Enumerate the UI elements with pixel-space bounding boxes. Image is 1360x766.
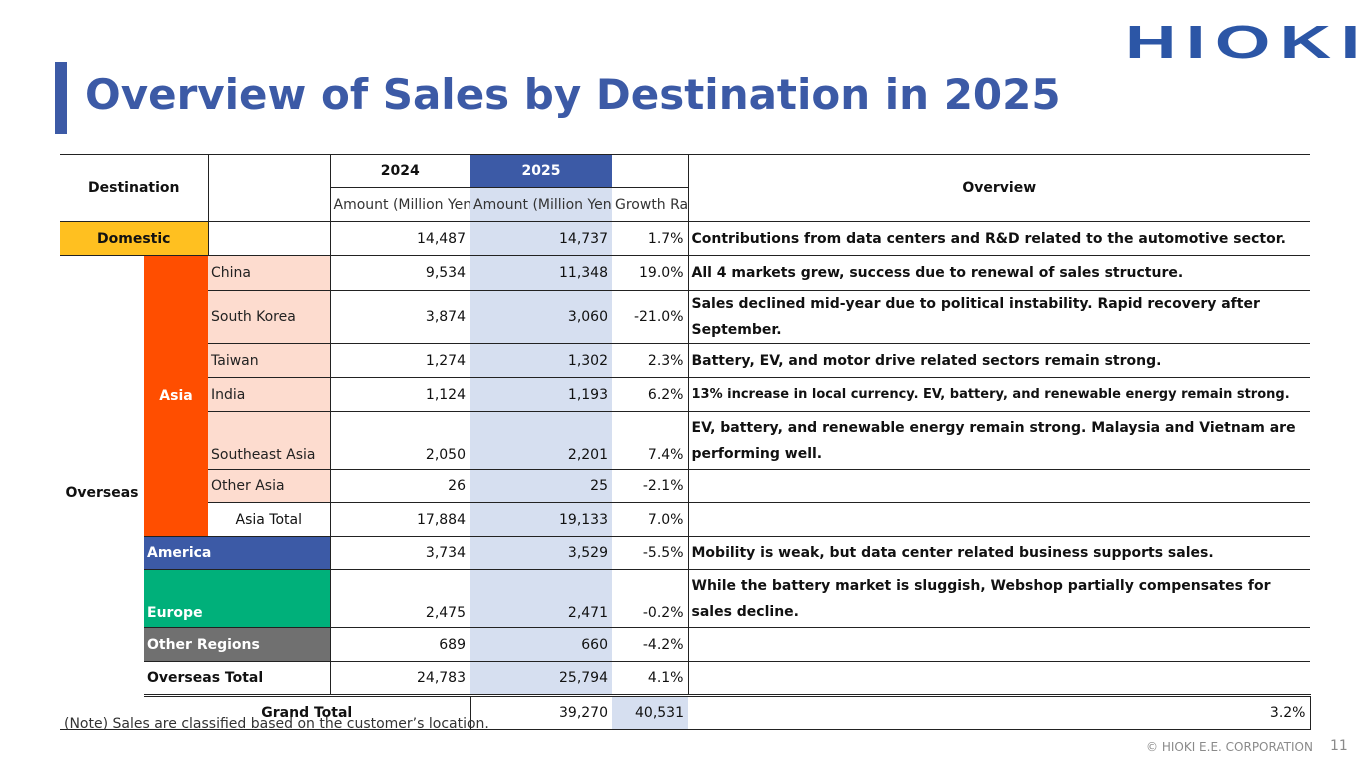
- header-year-2025: 2025: [470, 154, 612, 188]
- india-2024: 1,124: [329, 377, 470, 412]
- southeast-asia-overview: EV, battery, and renewable energy remain…: [687, 411, 1310, 470]
- grand-total-label: Grand Total: [144, 694, 470, 730]
- table-row-overseas-total: Overseas Total 24,783 25,794 4.1%: [60, 661, 1310, 696]
- header-destination: Destination: [60, 154, 208, 222]
- other-asia-2024: 26: [329, 469, 470, 503]
- table-row-grand-total: Grand Total 39,270 40,531 3.2%: [60, 694, 1310, 730]
- south-korea-2024: 3,874: [329, 290, 470, 344]
- asia-label: Asia: [144, 255, 208, 537]
- sales-table: Destination 2024 2025 Overview Amount (M…: [60, 154, 1310, 730]
- hioki-logo: HIOKI: [1125, 16, 1360, 68]
- page-number: 11: [1330, 738, 1348, 754]
- europe-overview: While the battery market is sluggish, We…: [687, 569, 1310, 628]
- europe-2025: 2,471: [470, 569, 612, 628]
- asia-total-overview: [687, 502, 1310, 537]
- taiwan-2025: 1,302: [470, 343, 612, 378]
- table-row-asia-total: Asia Total 17,884 19,133 7.0%: [60, 502, 1310, 537]
- europe-label: Europe: [144, 569, 330, 628]
- table-row-other-regions: Other Regions 689 660 -4.2%: [60, 627, 1310, 662]
- overseas-total-2025: 25,794: [470, 661, 612, 696]
- asia-total-growth: 7.0%: [612, 502, 688, 537]
- header-growth-rate: Growth Rate: [612, 187, 688, 222]
- taiwan-2024: 1,274: [329, 343, 470, 378]
- other-asia-growth: -2.1%: [612, 469, 688, 503]
- footnote: (Note) Sales are classified based on the…: [64, 716, 489, 732]
- southeast-asia-label: Southeast Asia: [208, 411, 330, 470]
- table-row-europe: Europe 2,475 2,471 -0.2% While the batte…: [60, 569, 1310, 628]
- other-regions-label: Other Regions: [144, 627, 330, 662]
- europe-growth: -0.2%: [612, 569, 688, 628]
- title-accent-bar: [55, 62, 67, 134]
- other-regions-overview: [687, 627, 1310, 662]
- america-2025: 3,529: [470, 536, 612, 570]
- other-regions-2025: 660: [470, 627, 612, 662]
- overseas-total-growth: 4.1%: [612, 661, 688, 696]
- table-row-china: Overseas Asia China 9,534 11,348 19.0% A…: [60, 255, 1310, 730]
- header-year-2024: 2024: [329, 154, 470, 188]
- other-asia-label: Other Asia: [208, 469, 330, 503]
- india-growth: 6.2%: [612, 377, 688, 412]
- copyright: © HIOKI E.E. CORPORATION: [1146, 740, 1313, 754]
- india-label: India: [208, 377, 330, 412]
- overseas-total-overview: [687, 661, 1310, 696]
- other-regions-2024: 689: [329, 627, 470, 662]
- china-growth: 19.0%: [612, 255, 688, 291]
- domestic-growth: 1.7%: [612, 221, 688, 256]
- south-korea-growth: -21.0%: [612, 290, 688, 344]
- overseas-total-2024: 24,783: [329, 661, 470, 696]
- table-row-southeast-asia: Southeast Asia 2,050 2,201 7.4% EV, batt…: [60, 411, 1310, 470]
- overseas-label: Overseas: [60, 255, 144, 730]
- china-2025: 11,348: [470, 255, 612, 291]
- taiwan-growth: 2.3%: [612, 343, 688, 378]
- asia-total-2025: 19,133: [470, 502, 612, 537]
- other-regions-growth: -4.2%: [612, 627, 688, 662]
- grand-total-growth: 3.2%: [688, 694, 1310, 730]
- america-overview: Mobility is weak, but data center relate…: [687, 536, 1310, 570]
- south-korea-overview: Sales declined mid-year due to political…: [687, 290, 1310, 344]
- grand-total-2025: 40,531: [612, 694, 688, 730]
- southeast-asia-growth: 7.4%: [612, 411, 688, 470]
- india-2025: 1,193: [470, 377, 612, 412]
- southeast-asia-2024: 2,050: [329, 411, 470, 470]
- china-label: China: [208, 255, 330, 291]
- domestic-2024: 14,487: [329, 221, 470, 256]
- overseas-total-label: Overseas Total: [144, 661, 330, 696]
- china-overview: All 4 markets grew, success due to renew…: [687, 255, 1310, 291]
- europe-2024: 2,475: [329, 569, 470, 628]
- domestic-2025: 14,737: [470, 221, 612, 256]
- header-amount-2025: Amount (Million Yen): [470, 187, 612, 222]
- header-amount-2024: Amount (Million Yen): [329, 187, 470, 222]
- america-2024: 3,734: [329, 536, 470, 570]
- table-row-taiwan: Taiwan 1,274 1,302 2.3% Battery, EV, and…: [60, 343, 1310, 378]
- domestic-overview: Contributions from data centers and R&D …: [687, 221, 1310, 256]
- southeast-asia-2025: 2,201: [470, 411, 612, 470]
- taiwan-label: Taiwan: [208, 343, 330, 378]
- america-label: America: [144, 536, 330, 570]
- domestic-label: Domestic: [60, 221, 208, 256]
- header-overview: Overview: [687, 154, 1310, 222]
- china-2024: 9,534: [329, 255, 470, 291]
- asia-total-label: Asia Total: [208, 502, 330, 537]
- table-row-other-asia: Other Asia 26 25 -2.1%: [60, 469, 1310, 503]
- america-growth: -5.5%: [612, 536, 688, 570]
- page-title: Overview of Sales by Destination in 2025: [85, 70, 1061, 119]
- taiwan-overview: Battery, EV, and motor drive related sec…: [687, 343, 1310, 378]
- table-row-domestic: Domestic 14,487 14,737 1.7% Contribution…: [60, 221, 1310, 256]
- south-korea-label: South Korea: [208, 290, 330, 344]
- table-row-america: America 3,734 3,529 -5.5% Mobility is we…: [60, 536, 1310, 570]
- grand-total-2024: 39,270: [469, 694, 612, 730]
- table-row-south-korea: South Korea 3,874 3,060 -21.0% Sales dec…: [60, 290, 1310, 344]
- table-row-india: India 1,124 1,193 6.2% 13% increase in l…: [60, 377, 1310, 412]
- india-overview: 13% increase in local currency. EV, batt…: [687, 377, 1310, 412]
- other-asia-2025: 25: [470, 469, 612, 503]
- asia-total-2024: 17,884: [329, 502, 470, 537]
- south-korea-2025: 3,060: [470, 290, 612, 344]
- other-asia-overview: [687, 469, 1310, 503]
